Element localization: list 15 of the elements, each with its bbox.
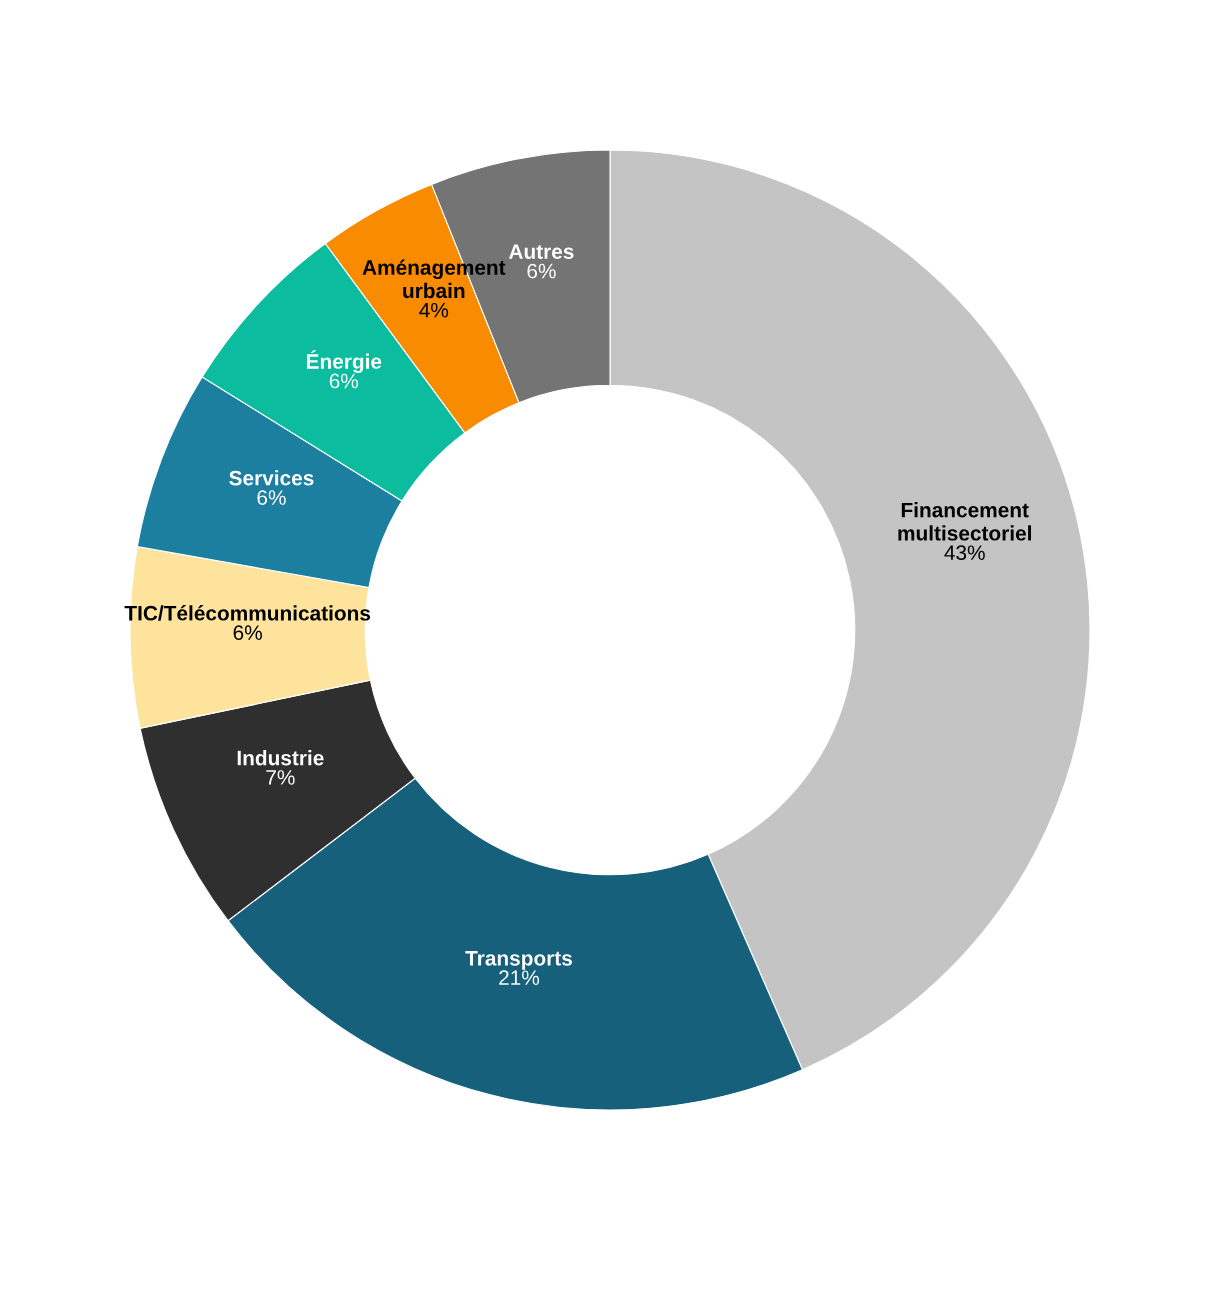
data-label: 6% xyxy=(257,490,286,505)
slice-label: Autres xyxy=(508,244,574,259)
slice-label: Énergie xyxy=(306,350,382,374)
slice-label: TIC/Télécommunications xyxy=(124,605,371,621)
data-label: 6% xyxy=(233,625,262,641)
slice-label: Financement multisectoriel xyxy=(898,502,1031,541)
data-label: 4% xyxy=(419,302,449,318)
data-label: 6% xyxy=(527,263,556,279)
slice-label: Services xyxy=(229,470,314,486)
data-label: 21% xyxy=(499,970,540,985)
data-label: 7% xyxy=(266,770,295,785)
slice-label: Transports xyxy=(465,951,572,970)
slice-label: Industrie xyxy=(237,750,324,766)
data-label: 6% xyxy=(329,373,359,389)
data-label: 43% xyxy=(944,545,985,561)
